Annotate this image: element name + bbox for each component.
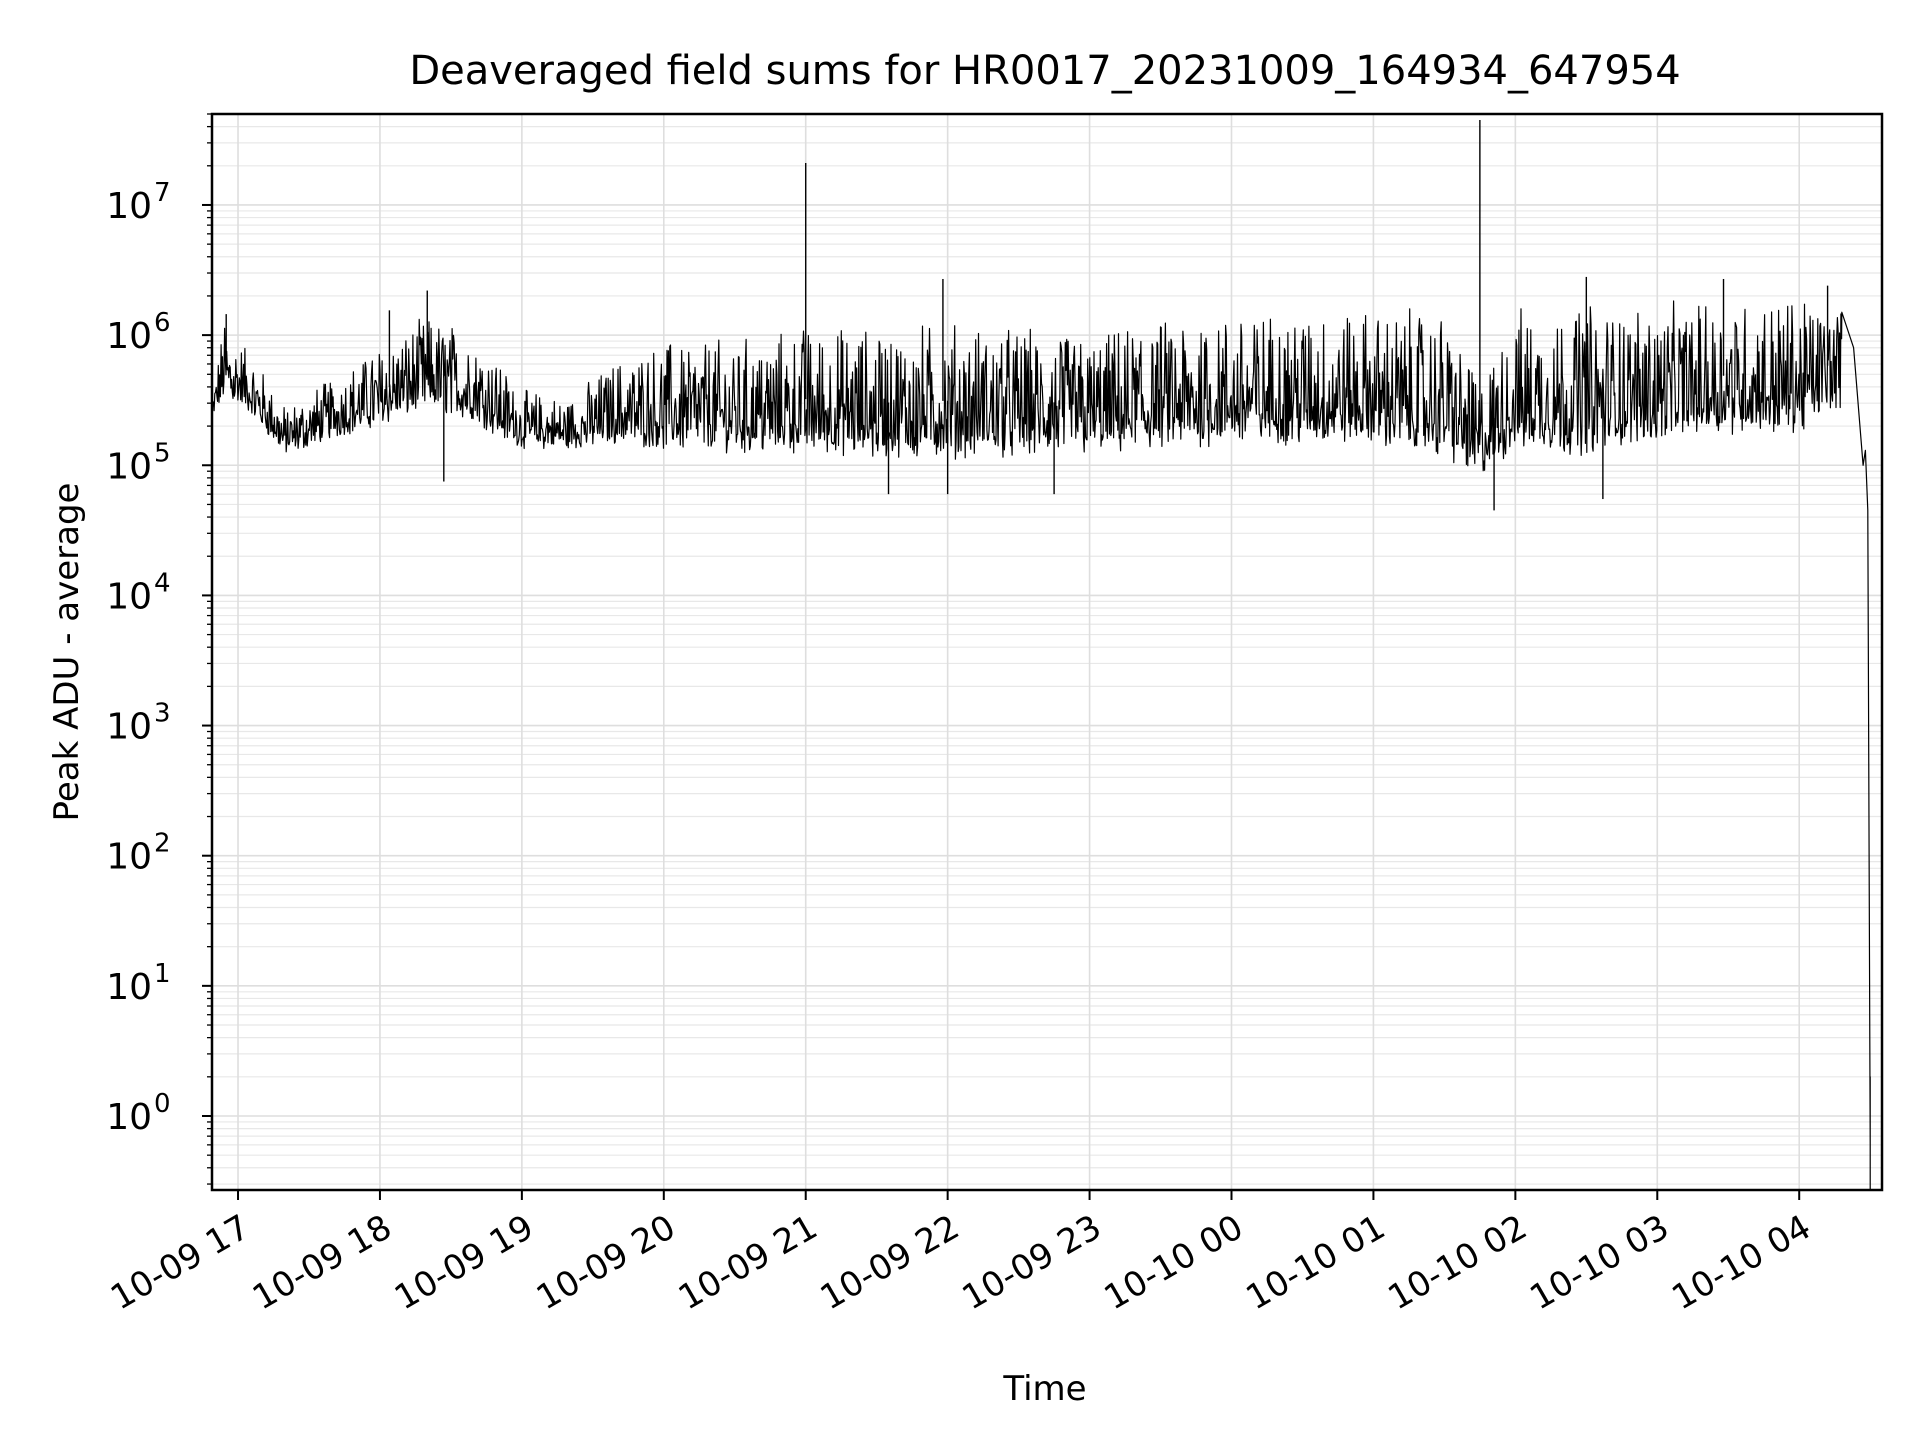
y-tick-label: 10 xyxy=(106,186,152,227)
x-tick-label: 10-09 17 xyxy=(104,1207,256,1318)
x-tick-label: 10-10 04 xyxy=(1665,1207,1817,1318)
y-axis-label: Peak ADU - average xyxy=(47,483,87,822)
y-tick-base: 10 xyxy=(106,1097,152,1138)
x-tick-label: 10-09 18 xyxy=(246,1207,398,1318)
x-tick-label: 10-09 19 xyxy=(388,1207,540,1318)
y-tick-exponent: 6 xyxy=(154,308,171,338)
plot-frame xyxy=(210,112,1884,1192)
y-tick-base: 10 xyxy=(106,967,152,1008)
grid xyxy=(212,113,1882,1190)
y-tick-base: 10 xyxy=(106,446,152,487)
y-tick-label: 10 xyxy=(106,967,152,1008)
y-tick-label: 10 xyxy=(106,576,152,617)
y-tick-base: 10 xyxy=(106,576,152,617)
x-tick-label: 10-09 21 xyxy=(672,1207,824,1318)
x-tick-label: 10-09 20 xyxy=(530,1207,682,1318)
series-line xyxy=(211,300,1871,1190)
y-tick-label: 10 xyxy=(106,837,152,878)
y-tick-exponent: 5 xyxy=(154,438,171,468)
series-layer xyxy=(211,119,1871,1190)
y-tick-label: 10 xyxy=(106,316,152,357)
y-tick-exponent: 2 xyxy=(154,829,171,859)
y-tick-label: 10 xyxy=(106,1097,152,1138)
x-tick-label: 10-10 02 xyxy=(1381,1207,1533,1318)
y-tick-exponent: 0 xyxy=(154,1089,171,1119)
y-tick-base: 10 xyxy=(106,186,152,227)
y-tick-exponent: 7 xyxy=(154,178,171,208)
x-axis-label: Time xyxy=(1002,1369,1086,1409)
x-tick-label: 10-10 03 xyxy=(1523,1207,1675,1318)
x-tick-label: 10-10 00 xyxy=(1098,1207,1250,1318)
x-tick-label: 10-09 22 xyxy=(814,1207,966,1318)
y-tick-exponent: 3 xyxy=(154,699,171,729)
x-tick-label: 10-10 01 xyxy=(1240,1207,1392,1318)
y-tick-base: 10 xyxy=(106,316,152,357)
y-tick-base: 10 xyxy=(106,837,152,878)
y-tick-exponent: 1 xyxy=(154,959,171,989)
y-tick-label: 10 xyxy=(106,446,152,487)
y-tick-exponent: 4 xyxy=(154,568,171,598)
chart-title: Deaveraged field sums for HR0017_2023100… xyxy=(409,48,1680,94)
y-tick-base: 10 xyxy=(106,707,152,748)
y-tick-label: 10 xyxy=(106,707,152,748)
x-tick-label: 10-09 23 xyxy=(956,1207,1108,1318)
